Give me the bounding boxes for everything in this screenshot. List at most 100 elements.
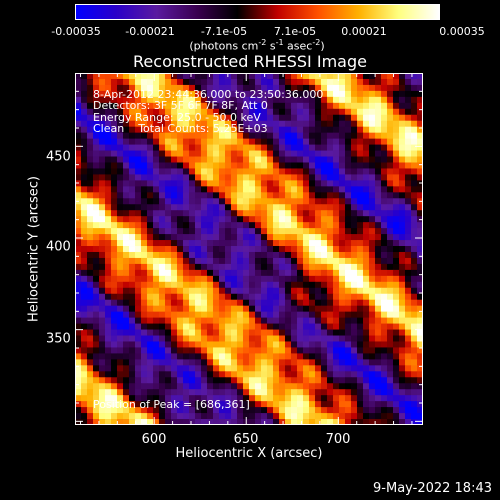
heatmap-cell	[393, 108, 400, 116]
heatmap-cell	[261, 353, 268, 360]
heatmap-cell	[237, 311, 244, 319]
heatmap-cell	[159, 365, 166, 372]
heatmap-cell	[225, 216, 232, 223]
heatmap-cell	[81, 287, 88, 295]
heatmap-cell	[417, 108, 423, 116]
heatmap-cell	[261, 395, 268, 402]
heatmap-cell	[279, 96, 286, 104]
heatmap-cell	[261, 275, 268, 283]
heatmap-cell	[219, 335, 226, 342]
plot-frame	[75, 73, 423, 425]
heatmap-cell	[411, 144, 418, 151]
heatmap-cell	[225, 317, 232, 324]
heatmap-cell	[405, 353, 412, 360]
heatmap-cell	[333, 96, 340, 104]
heatmap-cell	[351, 198, 358, 205]
heatmap-cell	[249, 210, 256, 217]
heatmap-cell	[327, 180, 334, 187]
heatmap-cell	[135, 263, 142, 271]
heatmap-cell	[153, 359, 160, 366]
heatmap-cell	[93, 204, 100, 211]
heatmap-cell	[141, 174, 148, 181]
heatmap-cell	[123, 132, 130, 140]
heatmap-cell	[129, 311, 136, 319]
heatmap-cell	[207, 353, 214, 360]
heatmap-cell	[105, 96, 112, 104]
heatmap-cell	[189, 257, 196, 265]
heatmap-cell	[207, 347, 214, 354]
heatmap-cell	[267, 401, 274, 408]
heatmap-cell	[411, 108, 418, 116]
heatmap-cell	[255, 257, 262, 265]
heatmap-cell	[303, 108, 310, 116]
heatmap-cell	[381, 240, 388, 247]
heatmap-cell	[165, 114, 172, 122]
heatmap-cell	[105, 120, 112, 128]
heatmap-cell	[123, 323, 130, 330]
heatmap-cell	[375, 156, 382, 163]
heatmap-cell	[309, 126, 316, 134]
heatmap-cell	[345, 216, 352, 223]
heatmap-cell	[231, 299, 238, 307]
heatmap-cell	[357, 90, 364, 98]
heatmap-cell	[153, 90, 160, 98]
heatmap-cell	[141, 102, 148, 110]
heatmap-cell	[393, 174, 400, 181]
heatmap-cell	[381, 371, 388, 378]
heatmap-cell	[189, 78, 196, 86]
heatmap-cell	[291, 317, 298, 324]
heatmap-cell	[339, 234, 346, 241]
heatmap-cell	[117, 240, 124, 247]
heatmap-cell	[393, 168, 400, 175]
heatmap-cell	[171, 335, 178, 342]
heatmap-cell	[171, 353, 178, 360]
heatmap-cell	[87, 138, 94, 145]
heatmap-cell	[213, 347, 220, 354]
heatmap-cell	[159, 96, 166, 104]
heatmap-cell	[387, 257, 394, 265]
heatmap-cell	[99, 419, 106, 425]
heatmap-cell	[369, 222, 376, 229]
heatmap-cell	[417, 257, 423, 265]
heatmap-cell	[369, 162, 376, 169]
heatmap-cell	[333, 168, 340, 175]
heatmap-cell	[327, 305, 334, 313]
heatmap-cell	[345, 371, 352, 378]
heatmap-cell	[279, 419, 286, 425]
heatmap-cell	[135, 168, 142, 175]
heatmap-cell	[261, 114, 268, 122]
heatmap-cell	[237, 162, 244, 169]
heatmap-cell	[273, 168, 280, 175]
heatmap-cell	[105, 216, 112, 223]
heatmap-cell	[81, 341, 88, 348]
heatmap-cell	[177, 299, 184, 307]
heatmap-cell	[327, 329, 334, 336]
heatmap-cell	[99, 144, 106, 151]
heatmap-cell	[201, 407, 208, 414]
heatmap-cell	[309, 317, 316, 324]
heatmap-cell	[231, 222, 238, 229]
heatmap-cell	[153, 78, 160, 86]
heatmap-cell	[87, 275, 94, 283]
heatmap-cell	[303, 257, 310, 265]
heatmap-cell	[87, 359, 94, 366]
heatmap-cell	[357, 186, 364, 193]
heatmap-cell	[285, 299, 292, 307]
heatmap-cell	[411, 401, 418, 408]
heatmap-cell	[141, 156, 148, 163]
heatmap-cell	[93, 311, 100, 319]
heatmap-cell	[369, 180, 376, 187]
heatmap-cell	[105, 317, 112, 324]
heatmap-cell	[183, 108, 190, 116]
heatmap-cell	[375, 138, 382, 145]
heatmap-cell	[201, 132, 208, 140]
heatmap-cell	[315, 323, 322, 330]
heatmap-cell	[417, 401, 423, 408]
heatmap-cell	[99, 281, 106, 289]
heatmap-cell	[327, 269, 334, 277]
heatmap-cell	[345, 156, 352, 163]
heatmap-cell	[105, 263, 112, 271]
heatmap-cell	[387, 419, 394, 425]
heatmap-cell	[333, 240, 340, 247]
heatmap-cell	[237, 275, 244, 283]
